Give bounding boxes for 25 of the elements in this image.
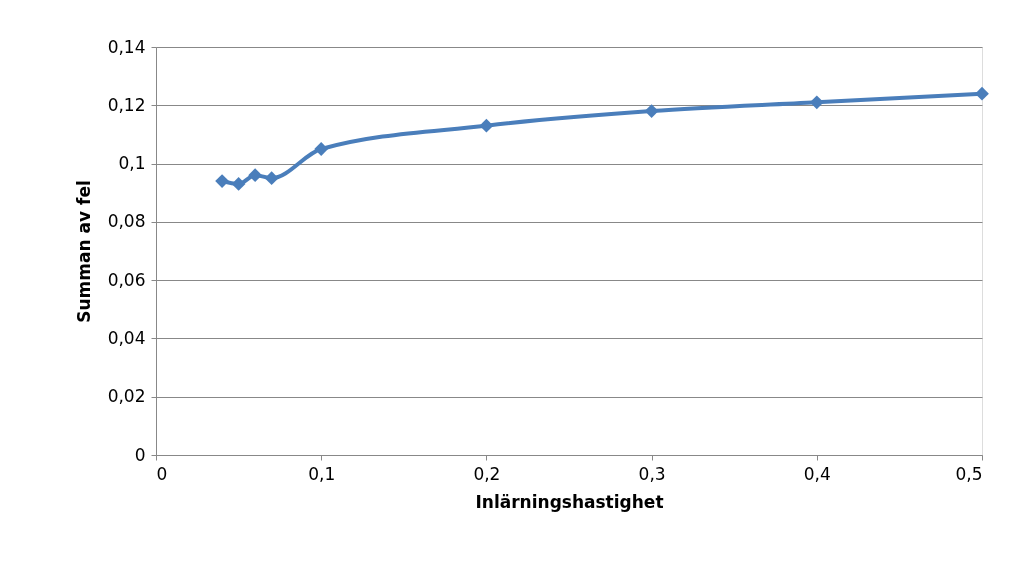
point: [264, 171, 279, 186]
x-tick-label: 0,1: [308, 463, 336, 484]
y-tick-label: 0: [134, 444, 146, 465]
y-tick-label: 0,12: [107, 94, 146, 115]
point: [314, 142, 329, 156]
point: [479, 118, 494, 133]
y-tick-label: 0,02: [107, 386, 146, 407]
x-axis-title: Inlärningshastighet: [475, 491, 664, 512]
point: [231, 177, 246, 191]
x-tick-label: 0,2: [473, 463, 501, 484]
point: [975, 86, 989, 101]
y-tick-label: 0,04: [107, 327, 146, 348]
x-tick-label: 0,4: [803, 463, 831, 484]
y-tick-label: 0,1: [118, 153, 146, 174]
point: [644, 104, 659, 119]
x-tick-label: 0: [156, 463, 168, 484]
x-tick-label: 0,5: [955, 463, 983, 484]
y-tick-label: 0,08: [107, 211, 146, 232]
y-axis-title: Summan av fel: [73, 180, 94, 323]
point: [809, 95, 824, 110]
point: [248, 168, 263, 183]
y-tick-label: 0,06: [107, 269, 146, 290]
point: [215, 174, 229, 188]
x-tick-label: 0,3: [638, 463, 666, 484]
y-tick-label: 0,14: [107, 36, 146, 57]
